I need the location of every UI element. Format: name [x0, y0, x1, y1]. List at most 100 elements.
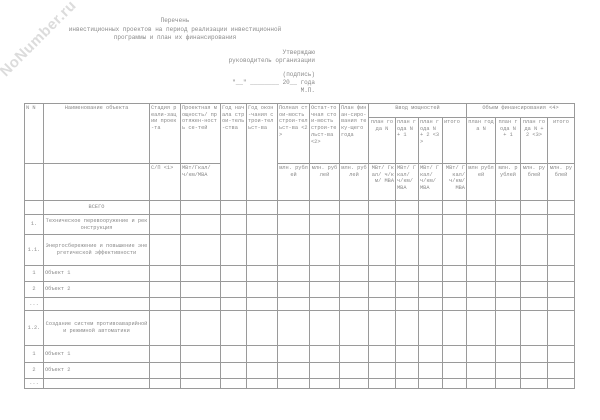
- empty-cell: [339, 281, 369, 298]
- empty-cell: [220, 214, 247, 235]
- row-number: ...: [24, 378, 44, 389]
- empty-cell: [520, 345, 548, 363]
- empty-cell: [547, 345, 575, 363]
- empty-cell: [418, 362, 443, 379]
- row-object-name: Техническое перевооружение и реконструкц…: [43, 214, 150, 235]
- empty-cell: [180, 281, 221, 298]
- empty-cell: [309, 378, 340, 389]
- empty-cell: [547, 265, 575, 282]
- empty-cell: [339, 378, 369, 389]
- header-financing-group: Объем финансирования <4>: [466, 103, 575, 118]
- empty-cell: [277, 362, 310, 379]
- row-number: 1.2.: [24, 310, 44, 346]
- empty-cell: [149, 310, 181, 346]
- title-line: программы и план их финансирования: [113, 34, 237, 41]
- empty-cell: [220, 362, 247, 379]
- row-object-name: Объект 2: [43, 362, 150, 379]
- empty-cell: [520, 200, 548, 215]
- empty-cell: [149, 214, 181, 235]
- unit-input: МВт/ Гкал/ ч/км/ МВА: [395, 163, 419, 201]
- empty-cell: [418, 345, 443, 363]
- empty-cell: [220, 234, 247, 266]
- empty-cell: [277, 310, 310, 346]
- empty-cell: [180, 265, 221, 282]
- empty-cell: [418, 310, 443, 346]
- empty-cell: [339, 310, 369, 346]
- row-object-name: Энергосбережение и повышение энергетичес…: [43, 234, 150, 266]
- date-line: "__" ________ 20__ года: [232, 79, 315, 86]
- empty-cell: [309, 265, 340, 282]
- unit-input: МВт/ Гкал/ ч/км/ МВА: [442, 163, 467, 201]
- empty-cell: [442, 310, 467, 346]
- signature-label: (подпись): [282, 71, 315, 78]
- empty-cell: [149, 378, 181, 389]
- empty-cell: [180, 214, 221, 235]
- empty-cell: [442, 200, 467, 215]
- empty-cell: [520, 310, 548, 346]
- empty-cell: [442, 297, 467, 311]
- empty-cell: [180, 297, 221, 311]
- approver-role: руководитель организации: [228, 57, 315, 64]
- empty-cell: [149, 345, 181, 363]
- empty-cell: [418, 281, 443, 298]
- empty-cell: [309, 345, 340, 363]
- empty-cell: [246, 265, 278, 282]
- header-input-col: итого: [442, 117, 467, 164]
- empty-cell: [339, 265, 369, 282]
- empty-cell: [547, 214, 575, 235]
- header-stage: Стадия реали-зации проек-та: [149, 103, 181, 164]
- empty-cell: [368, 345, 396, 363]
- empty-cell: [368, 265, 396, 282]
- unit-fin: млн. рублей: [520, 163, 548, 201]
- document-title: Перечень инвестиционных проектов на пери…: [40, 17, 310, 43]
- empty-cell: [442, 265, 467, 282]
- empty-cell: [495, 281, 521, 298]
- empty-cell: [495, 310, 521, 346]
- table-row: 1 Объект 1: [24, 265, 575, 282]
- empty-cell: [418, 265, 443, 282]
- empty-cell: [418, 200, 443, 215]
- empty-cell: [520, 297, 548, 311]
- empty-cell: [368, 362, 396, 379]
- table-row: 1.2. Создание систем противоаварийной и р…: [24, 310, 575, 346]
- empty-cell: [368, 297, 396, 311]
- row-number: ...: [24, 297, 44, 311]
- unit-input: МВт/ Гкал/ ч/км/ МВА: [368, 163, 396, 201]
- unit-input: МВт/ Гкал/ ч/км/ МВА: [418, 163, 443, 201]
- empty-cell: [442, 362, 467, 379]
- header-full-cost: Полная стои-мость строи-тельст-ва <2>: [277, 103, 310, 164]
- header-plan-financing: План финан-сиро-вания теку-щего года: [339, 103, 369, 164]
- empty-cell: [547, 297, 575, 311]
- empty-cell: [149, 297, 181, 311]
- unit-fin: млн рублей: [466, 163, 496, 201]
- empty-cell: [466, 281, 496, 298]
- empty-cell: [442, 214, 467, 235]
- empty-cell: [368, 310, 396, 346]
- table-row: ...: [24, 297, 575, 311]
- empty-cell: [495, 200, 521, 215]
- empty-cell: [180, 200, 221, 215]
- empty-cell: [339, 362, 369, 379]
- unit-fin: млн. рублей: [547, 163, 575, 201]
- empty-cell: [277, 345, 310, 363]
- empty-cell: [180, 234, 221, 266]
- unit-stage: С/П <1>: [149, 163, 181, 201]
- empty-cell: [180, 362, 221, 379]
- header-input-col: план года N + 2 <3>: [418, 117, 443, 164]
- empty-cell: [246, 214, 278, 235]
- table-row: ...: [24, 378, 575, 389]
- empty-cell: [339, 345, 369, 363]
- empty-cell: [466, 234, 496, 266]
- row-number: 1: [24, 265, 44, 282]
- empty-cell: [495, 297, 521, 311]
- empty-cell: [547, 378, 575, 389]
- table-row: 1.1. Энергосбережение и повышение энергет…: [24, 234, 575, 266]
- title-line: Перечень: [160, 17, 190, 24]
- row-number: 2: [24, 281, 44, 298]
- empty-cell: [149, 362, 181, 379]
- empty-cell: [520, 234, 548, 266]
- empty-cell: [220, 281, 247, 298]
- table-row: 2 Объект 2: [24, 281, 575, 298]
- empty-cell: [395, 297, 419, 311]
- empty-cell: [495, 265, 521, 282]
